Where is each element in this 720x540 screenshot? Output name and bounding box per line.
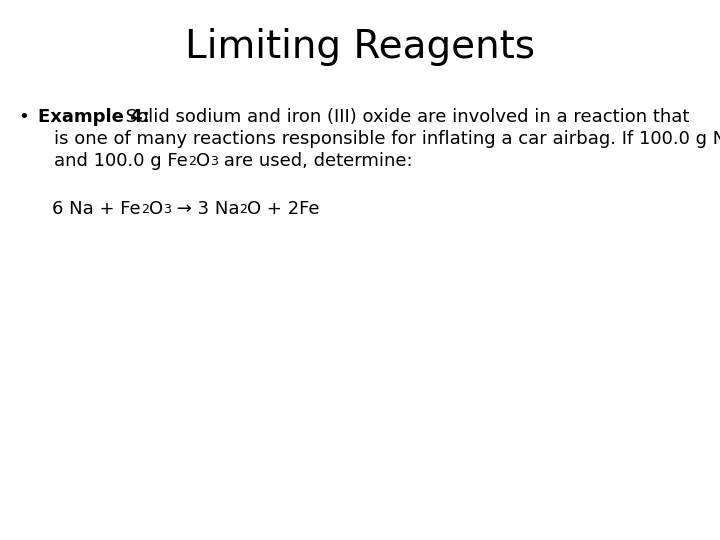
Text: Limiting Reagents: Limiting Reagents: [185, 28, 535, 66]
Text: are used, determine:: are used, determine:: [218, 152, 413, 170]
Text: Solid sodium and iron (III) oxide are involved in a reaction that: Solid sodium and iron (III) oxide are in…: [120, 108, 689, 126]
Text: O + 2Fe: O + 2Fe: [247, 200, 320, 218]
Text: O: O: [148, 200, 163, 218]
Text: 3: 3: [163, 203, 171, 216]
Text: Example 4:: Example 4:: [38, 108, 150, 126]
Text: 2: 2: [188, 155, 196, 168]
Text: 2: 2: [140, 203, 148, 216]
Text: → 3 Na: → 3 Na: [171, 200, 239, 218]
Text: 6 Na + Fe: 6 Na + Fe: [52, 200, 140, 218]
Text: 2: 2: [239, 203, 247, 216]
Text: O: O: [196, 152, 210, 170]
Text: and 100.0 g Fe: and 100.0 g Fe: [54, 152, 188, 170]
Text: •: •: [18, 108, 29, 126]
Text: 3: 3: [210, 155, 218, 168]
Text: is one of many reactions responsible for inflating a car airbag. If 100.0 g Na: is one of many reactions responsible for…: [54, 130, 720, 148]
